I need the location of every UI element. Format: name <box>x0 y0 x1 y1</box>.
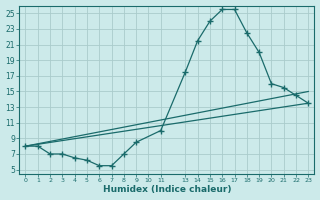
X-axis label: Humidex (Indice chaleur): Humidex (Indice chaleur) <box>103 185 231 194</box>
